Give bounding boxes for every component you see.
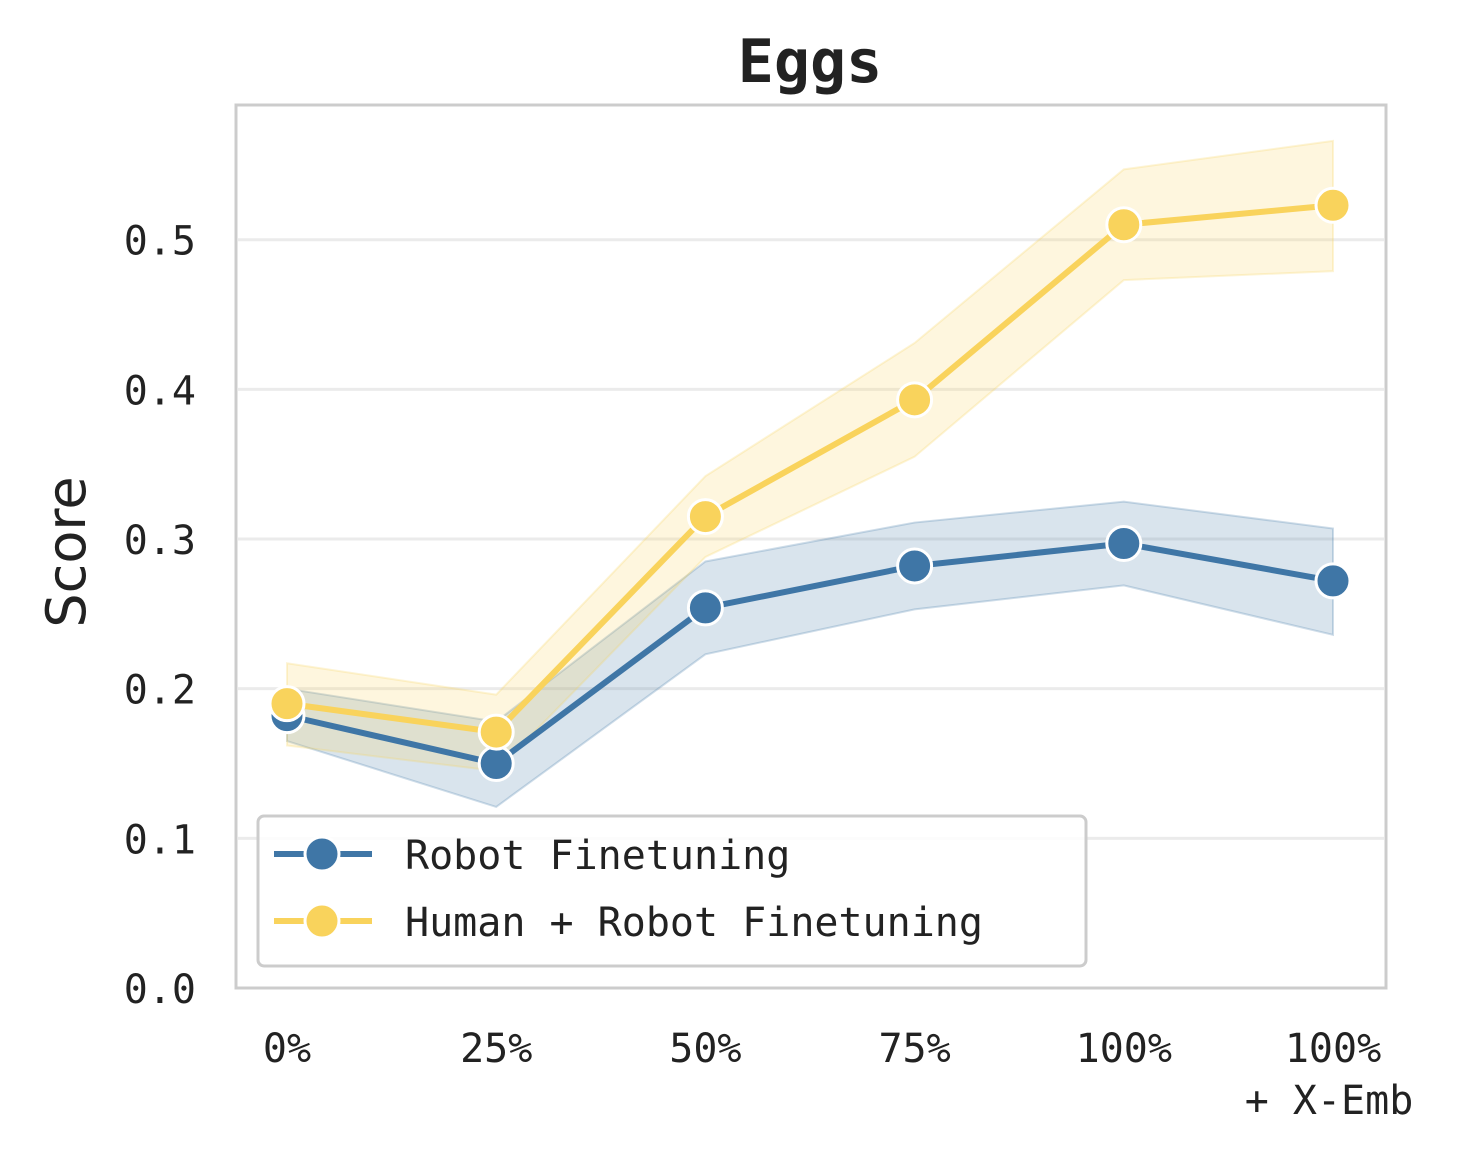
data-point [896,547,934,585]
series-line-0 [286,540,1334,767]
data-point [686,589,724,627]
data-point [686,498,724,536]
y-tick-label: 0.2 [124,668,196,714]
x-tick-label: 100% + X-Emb [1245,1026,1414,1124]
x-tick-label: 25% [460,1026,532,1072]
data-point [477,745,515,783]
legend: Robot Finetuning Human + Robot Finetuning [256,814,1088,968]
legend-item: Human + Robot Finetuning [274,900,983,946]
y-tick-label: 0.1 [124,817,196,863]
y-axis-label: Score [35,476,98,627]
legend-label: Robot Finetuning [405,833,790,879]
legend-marker [303,835,341,873]
x-tick-label: 100% [1076,1026,1172,1072]
y-tick-labels: 0.0 0.1 0.2 0.3 0.4 0.5 [124,219,196,1013]
data-point [1314,186,1352,224]
y-tick-label: 0.5 [124,219,196,265]
grid-lines [238,238,1384,840]
chart-title: Eggs [738,27,883,97]
series-line-1 [286,202,1334,736]
y-tick-label: 0.0 [124,967,196,1013]
series-lines [286,202,1334,767]
confidence-band-0 [286,500,1334,809]
data-point [896,381,934,419]
legend-item: Robot Finetuning [274,833,790,879]
legend-marker [303,902,341,940]
y-tick-label: 0.4 [124,368,196,414]
x-tick-label: 0% [263,1026,311,1072]
legend-box [256,814,1088,968]
series-layer [268,139,1352,809]
legend-label: Human + Robot Finetuning [405,900,983,946]
data-point [477,713,515,751]
data-point [1105,525,1143,563]
y-tick-label: 0.3 [124,518,196,564]
x-tick-label: 50% [669,1026,741,1072]
data-point [268,685,306,723]
series-markers [268,186,1352,783]
data-point [1314,562,1352,600]
x-tick-labels: 0% 25% 50% 75% 100% 100% + X-Emb [263,1026,1413,1124]
x-tick-label: 75% [878,1026,950,1072]
data-point [1105,206,1143,244]
plot-area [234,103,1388,990]
